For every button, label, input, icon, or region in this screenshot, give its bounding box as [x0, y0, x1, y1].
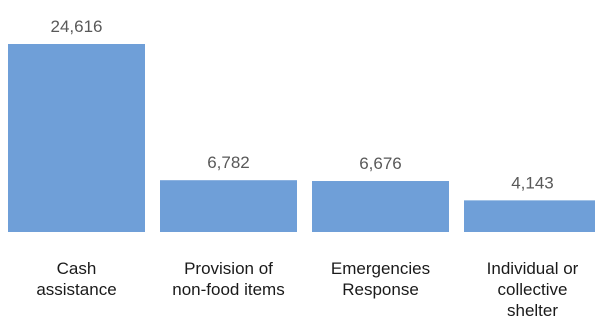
value-label-2: 6,676	[359, 154, 402, 173]
bar-0	[8, 44, 145, 232]
category-label-line: Response	[342, 280, 419, 299]
value-label-1: 6,782	[207, 153, 250, 172]
bar-group	[8, 44, 595, 232]
value-label-0: 24,616	[51, 17, 103, 36]
category-label-line: Individual or	[487, 259, 579, 278]
bar-1	[160, 180, 297, 232]
category-label-line: Cash	[57, 259, 97, 278]
category-label-line: shelter	[507, 301, 558, 320]
category-label-line: Emergencies	[331, 259, 430, 278]
category-label-line: non-food items	[172, 280, 284, 299]
category-label-line: assistance	[36, 280, 116, 299]
category-label-line: Provision of	[184, 259, 273, 278]
category-label-3: Individual or collective shelter	[487, 259, 579, 320]
category-label-0: Cash assistance	[36, 259, 116, 299]
value-label-group: 24,616 6,782 6,676 4,143	[51, 17, 554, 192]
category-label-line: collective	[498, 280, 568, 299]
value-label-3: 4,143	[511, 173, 554, 192]
bar-2	[312, 181, 449, 232]
category-label-2: Emergencies Response	[331, 259, 430, 299]
category-label-1: Provision of non-food items	[172, 259, 284, 299]
bar-3	[464, 200, 595, 232]
category-label-group: Cash assistance Provision of non-food items…	[36, 259, 578, 320]
